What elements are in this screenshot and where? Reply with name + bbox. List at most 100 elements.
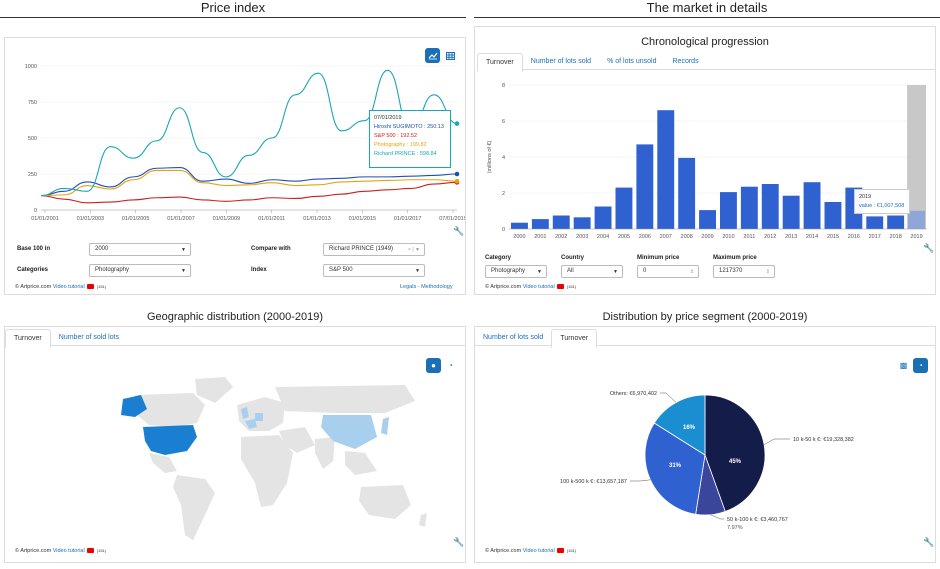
y-axis-label: (millions of €) xyxy=(487,140,493,173)
map-usa[interactable] xyxy=(143,425,197,455)
compare-with-select[interactable]: Richard PRINCE (1949) × | ▼ xyxy=(323,243,425,256)
x-tick-label: 01/01/2015 xyxy=(349,216,377,222)
pie-slice-0 xyxy=(704,394,766,512)
map-uk[interactable] xyxy=(241,407,249,419)
x-tick-label: 2019 xyxy=(910,234,922,240)
segment-settings-wrench-icon[interactable]: 🔧 xyxy=(923,537,935,547)
pie-icon: ◔ xyxy=(448,361,453,370)
tab-lots-unsold[interactable]: % of lots unsold xyxy=(607,58,657,65)
price-settings-wrench-icon[interactable]: 🔧 xyxy=(453,226,465,236)
map-mexico[interactable] xyxy=(149,453,177,473)
map-russia[interactable] xyxy=(275,385,415,413)
series-endpoint-0 xyxy=(454,171,460,177)
y-tick-label: 0 xyxy=(34,208,37,214)
x-tick-label: 01/01/2009 xyxy=(213,216,241,222)
map-france[interactable] xyxy=(245,419,257,429)
price-footer: © Artprice.com Video tutorial (151) xyxy=(15,284,106,290)
min-price-value: 0 xyxy=(643,268,647,274)
bar-view-button[interactable]: ▩ xyxy=(896,358,911,373)
tab-segment-turnover[interactable]: Turnover xyxy=(551,329,598,348)
market-settings-wrench-icon[interactable]: 🔧 xyxy=(923,243,935,253)
caret-down-icon: ▼ xyxy=(537,269,542,275)
video-tutorial-link[interactable]: Video tutorial xyxy=(522,548,555,554)
map-australia[interactable] xyxy=(359,485,411,519)
legals-methodology-link[interactable]: Legals - Methodology xyxy=(400,284,453,290)
market-details-title: The market in details xyxy=(646,0,768,15)
category-select[interactable]: Photography ▼ xyxy=(485,265,547,278)
base-100-value: 2000 xyxy=(95,246,109,252)
categories-select[interactable]: Photography ▼ xyxy=(89,264,191,277)
stepper-icon[interactable]: ⇕ xyxy=(765,269,770,275)
line-chart-view-button[interactable] xyxy=(425,48,440,63)
tooltip-photography: Photography : 199.82 xyxy=(374,142,427,148)
tab-turnover[interactable]: Turnover xyxy=(477,53,523,72)
table-view-button[interactable] xyxy=(443,48,458,63)
base-100-select[interactable]: 2000 ▼ xyxy=(89,243,191,256)
map-middle-east[interactable] xyxy=(279,427,315,453)
tab-geo-turnover[interactable]: Turnover xyxy=(5,329,51,348)
youtube-icon xyxy=(557,548,565,554)
map-china[interactable] xyxy=(321,415,377,449)
categories-value: Photography xyxy=(95,267,130,273)
tab-lots-sold[interactable]: Number of lots sold xyxy=(530,58,592,65)
min-price-input[interactable]: 0 ⇕ xyxy=(637,265,699,278)
x-tick-label: 2006 xyxy=(639,234,651,240)
video-tutorial-link[interactable]: Video tutorial xyxy=(52,548,85,554)
segment-pie-chart[interactable]: 10 k-50 k €: €19,328,382 45% 50 k-100 k €:… xyxy=(505,371,905,551)
clear-caret-icon[interactable]: × | ▼ xyxy=(408,247,420,253)
index-label: Index xyxy=(251,267,267,273)
tab-records[interactable]: Records xyxy=(672,58,699,65)
bar-2017 xyxy=(866,216,884,229)
bar-2009 xyxy=(699,210,716,229)
stepper-icon[interactable]: ⇕ xyxy=(689,269,694,275)
map-india[interactable] xyxy=(315,437,335,469)
max-price-input[interactable]: 1217370 ⇕ xyxy=(713,265,775,278)
tab-segment-lots-sold[interactable]: Number of lots sold xyxy=(483,334,544,341)
x-tick-label: 2017 xyxy=(869,234,881,240)
y-tick-label: 250 xyxy=(28,172,37,178)
world-map[interactable] xyxy=(65,375,435,545)
pie-view-button[interactable]: ◔ xyxy=(443,358,458,373)
bar-tooltip-year: 2019 xyxy=(859,194,872,200)
map-greenland[interactable] xyxy=(195,377,233,403)
x-tick-label: 2010 xyxy=(722,234,734,240)
map-view-button[interactable]: ● xyxy=(426,358,441,373)
x-tick-label: 2001 xyxy=(534,234,546,240)
bar-2015 xyxy=(824,202,842,229)
video-tutorial-link[interactable]: Video tutorial xyxy=(52,284,85,290)
index-select[interactable]: S&P 500 ▼ xyxy=(323,264,425,277)
tab-geo-sold-lots[interactable]: Number of sold lots xyxy=(58,334,120,341)
map-africa[interactable] xyxy=(241,435,293,507)
map-southeast-asia[interactable] xyxy=(345,451,377,475)
y-tick-label: 750 xyxy=(28,100,37,106)
hover-highlight xyxy=(907,85,926,229)
map-new-zealand[interactable] xyxy=(419,513,427,527)
bar-2010 xyxy=(720,192,737,229)
bar-2013 xyxy=(782,195,800,229)
y-tick-label: 0 xyxy=(502,227,505,233)
video-count: (151) xyxy=(96,548,107,553)
country-select[interactable]: All ▼ xyxy=(561,265,623,278)
x-tick-label: 01/01/2005 xyxy=(122,216,150,222)
bar-2006 xyxy=(636,144,654,229)
pie-view-button[interactable]: ◔ xyxy=(913,358,928,373)
x-tick-label: 2009 xyxy=(701,234,713,240)
caret-down-icon: ▼ xyxy=(415,268,420,274)
x-tick-label: 2012 xyxy=(764,234,776,240)
pie-slice-label: 10 k-50 k €: €19,328,382 xyxy=(793,437,854,443)
video-tutorial-link[interactable]: Video tutorial xyxy=(522,284,555,290)
y-tick-label: 6 xyxy=(502,119,505,125)
map-germany[interactable] xyxy=(255,413,263,421)
map-canada[interactable] xyxy=(135,393,205,427)
pie-slice-label: Others: €6,970,402 xyxy=(610,391,657,397)
map-south-america[interactable] xyxy=(173,475,215,540)
map-alaska[interactable] xyxy=(121,395,147,417)
y-tick-label: 2 xyxy=(502,191,505,197)
segment-header: Distribution by price segment (2000-2019… xyxy=(474,305,936,325)
bar-2007 xyxy=(657,110,675,229)
map-japan[interactable] xyxy=(381,417,389,435)
turnover-bar-chart[interactable]: 0 2 4 6 8 (millions of €) 2000 2001 2002 2003 2004… xyxy=(475,77,935,247)
geo-settings-wrench-icon[interactable]: 🔧 xyxy=(453,537,465,547)
pie-pct-label: 45% xyxy=(729,459,742,465)
compare-with-value: Richard PRINCE (1949) xyxy=(329,246,394,252)
